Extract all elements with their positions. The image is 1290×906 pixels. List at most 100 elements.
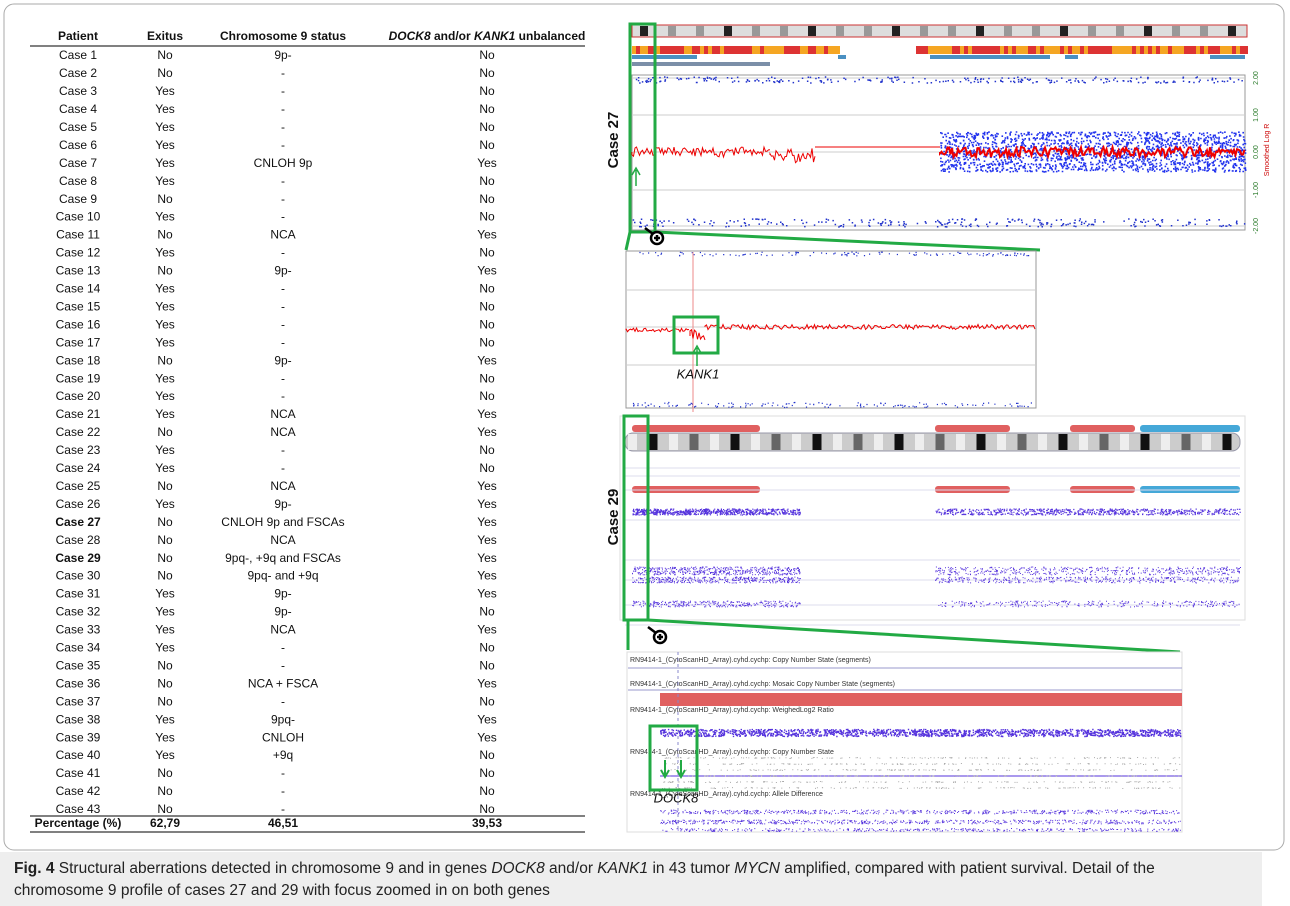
heat (1200, 46, 1204, 54)
heat (744, 46, 748, 54)
table-cell: No (479, 784, 495, 798)
table-cell: Case 6 (59, 138, 97, 152)
figure: Patient Exitus Chromosome 9 status DOCK8… (0, 0, 1290, 852)
table-cell: Case 36 (56, 676, 101, 690)
heat (636, 46, 640, 54)
table-cell: No (157, 533, 173, 547)
band (1144, 26, 1152, 36)
heat (736, 46, 740, 54)
band (956, 434, 965, 450)
header-cell: Exitus (147, 29, 183, 43)
table-cell: Case 39 (56, 730, 101, 744)
table-cell: 9pq- and +9q (247, 569, 318, 583)
band (915, 434, 924, 450)
table-cell: Yes (477, 264, 497, 278)
band (997, 434, 1006, 450)
table-cell: No (479, 389, 495, 403)
table-cell: Yes (155, 497, 175, 511)
heat (1224, 46, 1228, 54)
tick-label: -2.00 (1253, 218, 1260, 234)
heat (964, 46, 968, 54)
heat (776, 46, 780, 54)
heat (1104, 46, 1108, 54)
band (792, 434, 801, 450)
heat (984, 46, 988, 54)
segment (930, 55, 1050, 59)
table-cell: No (479, 174, 495, 188)
heat (1008, 46, 1012, 54)
table-cell: No (479, 802, 495, 816)
table-cell: No (157, 228, 173, 242)
table-cell: Case 28 (56, 533, 101, 547)
heat (1096, 46, 1100, 54)
table-cell: Case 21 (56, 407, 101, 421)
table-cell: Yes (155, 730, 175, 744)
table-cell: Case 40 (56, 748, 101, 762)
table-cell: Yes (155, 623, 175, 637)
table-cell: NCA (270, 407, 295, 421)
table-cell: No (479, 443, 495, 457)
band (690, 434, 699, 450)
table-cell: Yes (477, 515, 497, 529)
table-cell: No (479, 299, 495, 313)
heat (832, 46, 836, 54)
table-cell: No (157, 694, 173, 708)
header-part: unbalanced (515, 29, 585, 43)
table-cell: Case 1 (59, 48, 97, 62)
table-cell: NCA (270, 228, 295, 242)
heat (952, 46, 956, 54)
heat (680, 46, 684, 54)
case-label: Case 29 (605, 489, 622, 546)
table-cell: Yes (477, 353, 497, 367)
table-cell: Case 42 (56, 784, 101, 798)
heat (688, 46, 692, 54)
heat (916, 46, 920, 54)
table-cell: Case 9 (59, 192, 97, 206)
table-cell: +9q (273, 748, 293, 762)
table-cell: Case 13 (56, 264, 101, 278)
table-cell: Case 11 (56, 228, 100, 242)
table-cell: No (157, 66, 173, 80)
heat (1180, 46, 1184, 54)
band (1059, 434, 1068, 450)
table-cell: Yes (155, 587, 175, 601)
segment (1070, 425, 1135, 432)
band (1172, 26, 1180, 36)
tick-label: 0.00 (1253, 145, 1260, 159)
heat (1060, 46, 1064, 54)
heat (1068, 46, 1072, 54)
heat (696, 46, 700, 54)
band (895, 434, 904, 450)
band (1223, 434, 1232, 450)
table-cell: CNLOH 9p and FSCAs (221, 515, 344, 529)
band (1079, 434, 1088, 450)
heat (1124, 46, 1128, 54)
band (1038, 434, 1047, 450)
table-cell: Case 30 (56, 569, 101, 583)
gene-label: KANK1 (677, 366, 720, 381)
heat (728, 46, 732, 54)
heat (968, 46, 972, 54)
heat (948, 46, 952, 54)
table-cell: - (281, 192, 285, 206)
header-part: and/or (431, 29, 474, 43)
table-cell: 9p- (274, 264, 291, 278)
table-cell: No (479, 66, 495, 80)
table-cell: 9p- (274, 497, 291, 511)
heat (920, 46, 924, 54)
table-cell: Yes (477, 623, 497, 637)
heat (1108, 46, 1112, 54)
heat (1168, 46, 1172, 54)
heat (1116, 46, 1120, 54)
table-cell: Case 32 (56, 605, 101, 619)
heat (732, 46, 736, 54)
heat (716, 46, 720, 54)
heat (824, 46, 828, 54)
table-cell: Yes (155, 174, 175, 188)
heat (988, 46, 992, 54)
table-cell: Yes (155, 461, 175, 475)
heat (1092, 46, 1096, 54)
table-cell: No (157, 515, 173, 529)
heat (1228, 46, 1232, 54)
heat (792, 46, 796, 54)
